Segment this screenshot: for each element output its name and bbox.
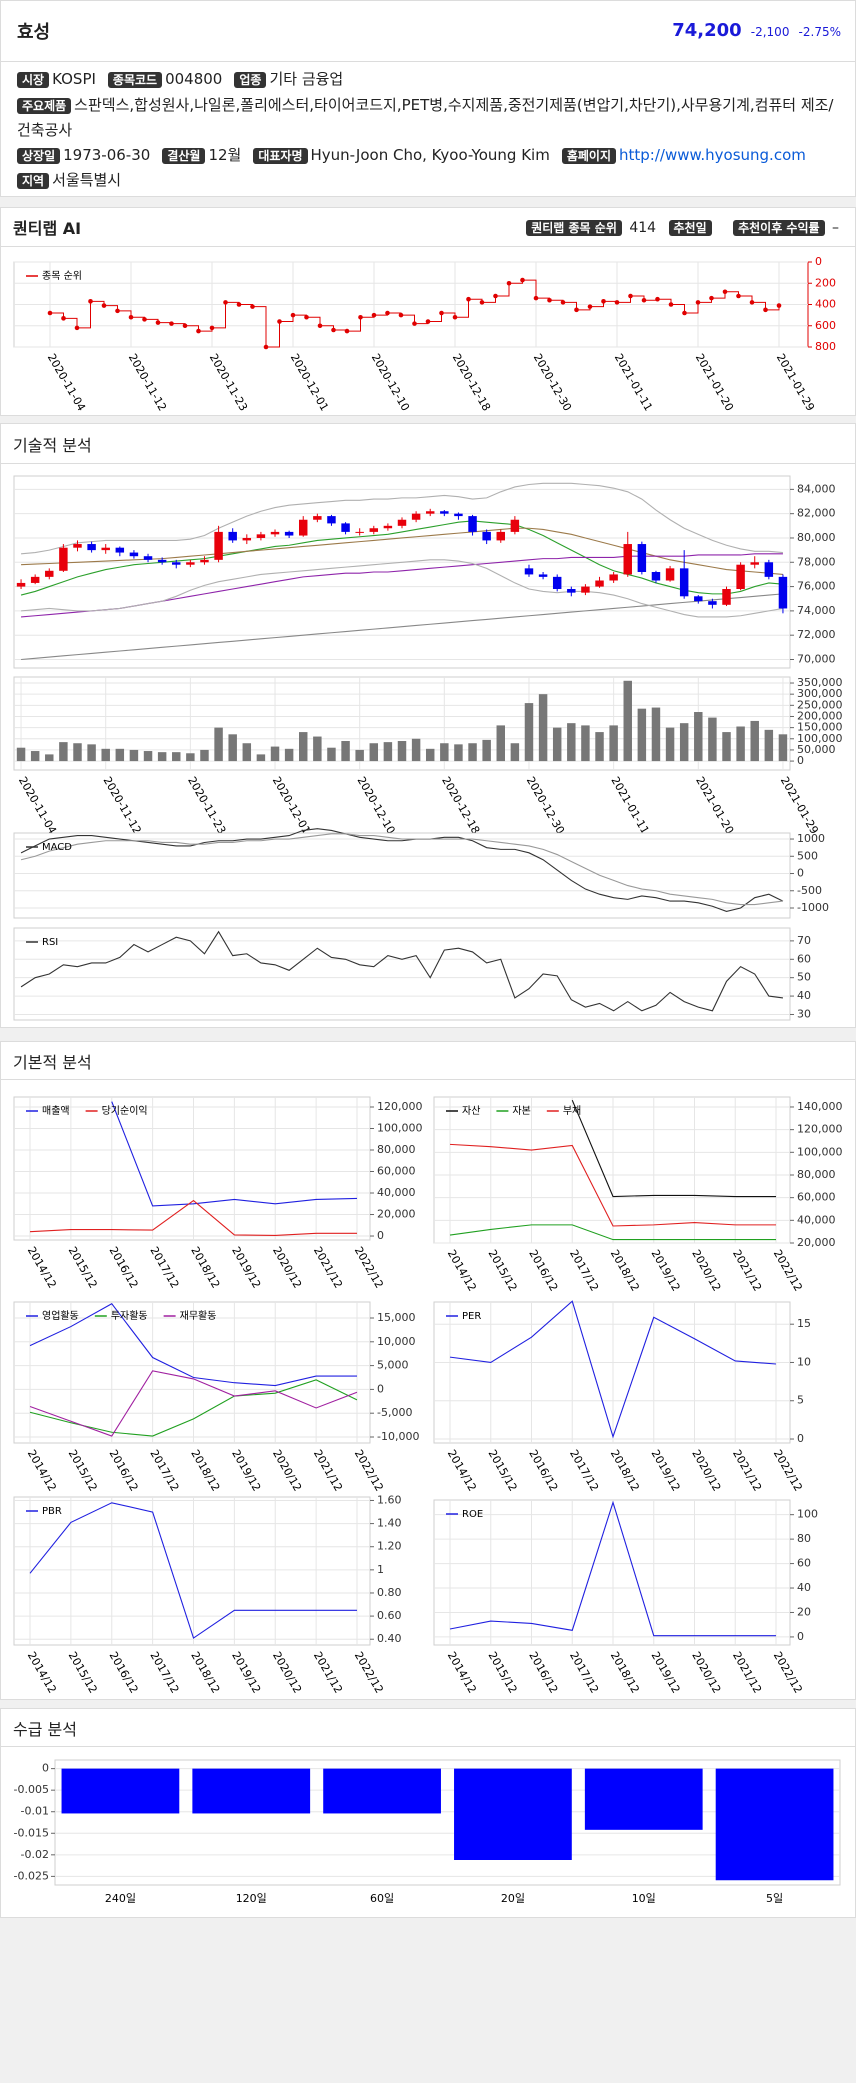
price-box: 74,200 -2,100 -2.75% — [672, 20, 841, 41]
quantilab-stats: 퀀티랩 종목 순위 414 추천일 추천이후 수익률 – — [526, 219, 839, 236]
label: 종목코드 — [107, 72, 163, 88]
stock-header: 효성 74,200 -2,100 -2.75% 시장 KOSPI 종목코드 00480… — [0, 0, 856, 197]
value: KOSPI — [52, 70, 96, 88]
value: 1973-06-30 — [63, 145, 151, 164]
value: 스판덱스,합성원사,나일론,폴리에스터,타이어코드지,PET병,수지제품,중전기… — [17, 95, 834, 140]
fundamental-section: 기본적 분석 — [0, 1041, 856, 1700]
company-info: 시장 KOSPI 종목코드 004800 업종 기타 금융업 주요제품 스판덱스,합성원사,… — [17, 67, 847, 194]
label: 홈페이지 — [561, 147, 616, 164]
label: 주요제품 — [17, 97, 72, 114]
supply-section: 수급 분석 — [0, 1708, 856, 1918]
info-row: 주요제품 스판덱스,합성원사,나일론,폴리에스터,타이어코드지,PET병,수지제품… — [17, 93, 847, 143]
price-change-rate: -2.75% — [798, 25, 841, 39]
info-row: 상장일 1973-06-30 결산월 12월 대표자명 Hyun-Joon Cho, Ky… — [17, 143, 847, 169]
technical-section: 기술적 분석 — [0, 423, 856, 1028]
label: 지역 — [17, 173, 50, 189]
divider — [1, 61, 855, 62]
value: 004800 — [165, 70, 223, 88]
label: 대표자명 — [253, 147, 308, 164]
section-title: 기본적 분석 — [1, 1042, 855, 1080]
label: 퀀티랩 종목 순위 — [526, 219, 622, 236]
label: 추천일 — [668, 219, 712, 236]
stock-name: 효성 — [17, 22, 51, 43]
label: 추천이후 수익률 — [733, 219, 825, 236]
info-row: 지역 서울특별시 — [17, 168, 847, 194]
value: Hyun-Joon Cho, Kyoo-Young Kim — [310, 145, 550, 164]
quantilab-section: 퀀티랩 AI 퀀티랩 종목 순위 414 추천일 추천이후 수익률 – — [0, 207, 856, 416]
section-title: 기술적 분석 — [1, 424, 855, 464]
homepage-link[interactable]: http://www.hyosung.com — [619, 145, 806, 164]
value: 서울특별시 — [52, 171, 122, 189]
label: 상장일 — [17, 147, 61, 164]
price-change: -2,100 — [750, 25, 790, 39]
section-title: 수급 분석 — [1, 1709, 855, 1747]
price: 74,200 — [672, 20, 742, 41]
label: 시장 — [17, 72, 50, 88]
value: – — [832, 219, 839, 236]
label: 업종 — [234, 72, 267, 88]
label: 결산월 — [162, 147, 206, 164]
info-row: 시장 KOSPI 종목코드 004800 업종 기타 금융업 — [17, 67, 847, 93]
section-title: 퀀티랩 AI — [13, 219, 82, 238]
value: 기타 금융업 — [269, 70, 344, 88]
value: 414 — [629, 219, 657, 236]
value: 12월 — [208, 145, 242, 164]
section-header: 퀀티랩 AI 퀀티랩 종목 순위 414 추천일 추천이후 수익률 – — [1, 208, 855, 247]
